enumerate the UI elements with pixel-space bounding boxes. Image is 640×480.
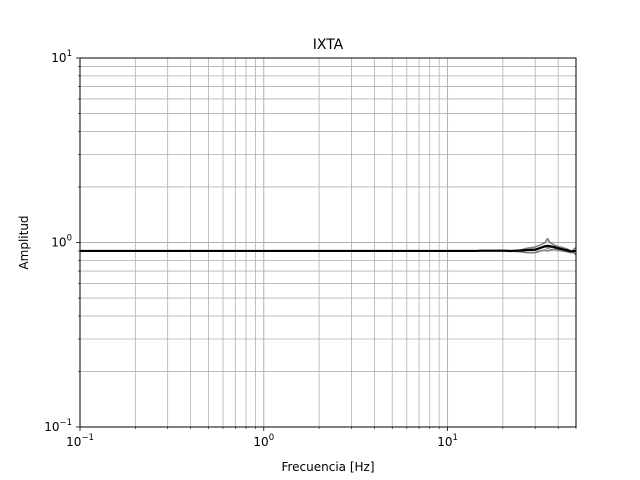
x-axis-label: Frecuencia [Hz] (281, 460, 374, 474)
tick-label-base: 10 (44, 420, 59, 434)
tick-label-exponent: −1 (59, 418, 72, 428)
tick-label-base: 10 (437, 435, 452, 449)
tick-label-exponent: 1 (67, 49, 72, 59)
tick-label-base: 10 (51, 236, 66, 250)
tick-label-base: 10 (253, 435, 268, 449)
tick-label-base: 10 (51, 51, 66, 65)
x-tick-label: 101 (437, 433, 458, 449)
y-tick-label: 100 (51, 234, 72, 250)
y-axis-label: Amplitud (17, 215, 31, 269)
y-tick-label: 10−1 (44, 418, 72, 434)
grid (79, 57, 577, 428)
mean-line (80, 244, 577, 253)
tick-label-exponent: 0 (269, 433, 274, 443)
tick-label-exponent: 1 (452, 433, 457, 443)
tick-label-base: 10 (66, 435, 81, 449)
y-tick-label: 101 (51, 49, 72, 65)
tick-label-exponent: −1 (81, 433, 94, 443)
series-layer (80, 237, 577, 256)
chart-title: IXTA (313, 37, 344, 53)
tick-label-exponent: 0 (67, 234, 72, 244)
x-tick-label: 100 (253, 433, 274, 449)
x-tick-label: 10−1 (66, 433, 94, 449)
